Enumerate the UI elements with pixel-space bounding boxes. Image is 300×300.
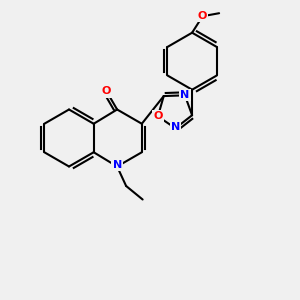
Text: O: O <box>198 11 207 21</box>
Text: O: O <box>153 111 163 122</box>
Text: N: N <box>112 160 122 170</box>
Text: N: N <box>171 122 180 132</box>
Text: O: O <box>102 86 111 97</box>
Text: N: N <box>180 90 190 100</box>
